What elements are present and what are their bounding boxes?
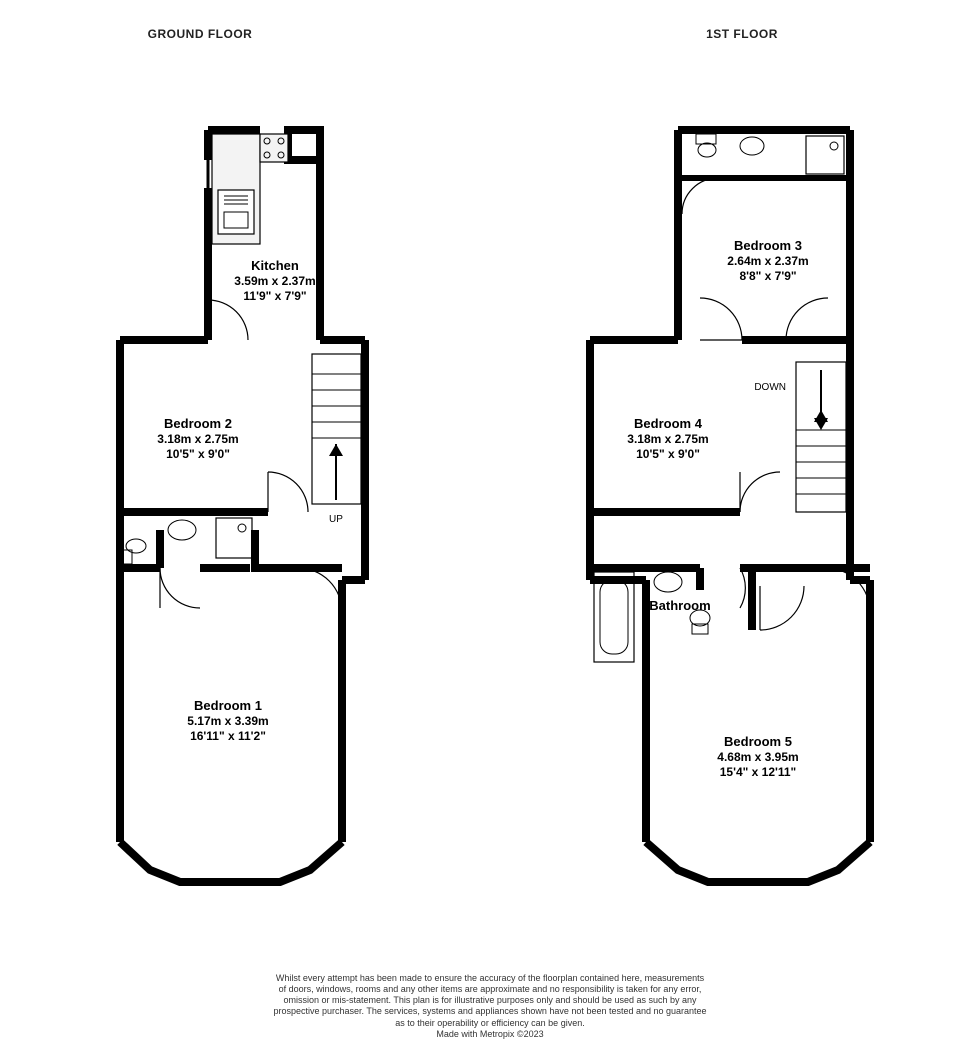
bedroom4-door-arc: [740, 472, 780, 512]
svg-text:15'4" x 12'11": 15'4" x 12'11": [720, 765, 796, 779]
stairs-down-label: DOWN: [754, 382, 786, 393]
shower-icon: [806, 136, 844, 174]
bedroom5-label: Bedroom 5 4.68m x 3.95m 15'4" x 12'11": [717, 734, 798, 779]
svg-text:11'9" x 7'9": 11'9" x 7'9": [243, 289, 306, 303]
basin-icon: [654, 572, 682, 592]
bedroom1-door-arc: [298, 568, 342, 612]
svg-text:Kitchen: Kitchen: [251, 258, 299, 273]
wc-ground: [122, 518, 252, 608]
disclaimer-l4: prospective purchaser. The services, sys…: [273, 1006, 706, 1016]
svg-text:3.59m x 2.37m: 3.59m x 2.37m: [234, 274, 315, 288]
svg-text:10'5" x 9'0": 10'5" x 9'0": [636, 447, 700, 461]
basin-icon: [740, 137, 764, 155]
stairs-down: DOWN: [754, 362, 846, 512]
disclaimer: Whilst every attempt has been made to en…: [0, 973, 980, 1041]
ground-floor-title: GROUND FLOOR: [148, 27, 253, 41]
floorplan-svg: GROUND FLOOR: [0, 0, 980, 1000]
svg-text:Bedroom 2: Bedroom 2: [164, 416, 232, 431]
svg-text:Bedroom 3: Bedroom 3: [734, 238, 802, 253]
first-floor: DOWN Bedroom 3 2.64: [590, 130, 870, 882]
disclaimer-l6: Made with Metropix ©2023: [436, 1029, 543, 1039]
arrow-up-icon: [329, 444, 343, 456]
basin-icon: [168, 520, 196, 540]
svg-text:3.18m x 2.75m: 3.18m x 2.75m: [627, 432, 708, 446]
bedroom2-door-arc: [268, 472, 308, 512]
svg-text:2.64m x 2.37m: 2.64m x 2.37m: [727, 254, 808, 268]
disclaimer-l5: as to their operability or efficiency ca…: [395, 1018, 584, 1028]
svg-text:Bedroom 1: Bedroom 1: [194, 698, 262, 713]
bedroom3-door-arc: [700, 298, 742, 340]
svg-text:Bathroom: Bathroom: [649, 598, 710, 613]
first-floor-title: 1ST FLOOR: [706, 27, 778, 41]
disclaimer-l2: of doors, windows, rooms and any other i…: [279, 984, 702, 994]
bathroom-label: Bathroom: [649, 598, 710, 613]
ground-floor: UP Kitchen 3.59m x 2.37m 1: [120, 130, 365, 882]
stairs-up-label: UP: [329, 514, 343, 525]
svg-text:3.18m x 2.75m: 3.18m x 2.75m: [157, 432, 238, 446]
hob-icon: [260, 134, 288, 162]
stairs-up: UP: [312, 354, 361, 525]
bedroom1-label: Bedroom 1 5.17m x 3.39m 16'11" x 11'2": [187, 698, 268, 743]
floorplan-page: GROUND FLOOR: [0, 0, 980, 1060]
svg-text:Bedroom 5: Bedroom 5: [724, 734, 792, 749]
svg-text:16'11" x 11'2": 16'11" x 11'2": [190, 729, 266, 743]
ensuite-top: [678, 134, 850, 214]
kitchen-door-arc: [208, 300, 248, 340]
kitchen-fixtures: [212, 134, 288, 244]
bedroom5-door-arc: [760, 586, 804, 630]
bedroom3-label: Bedroom 3 2.64m x 2.37m 8'8" x 7'9": [727, 238, 808, 283]
kitchen-label: Kitchen 3.59m x 2.37m 11'9" x 7'9": [234, 258, 315, 303]
disclaimer-l3: omission or mis-statement. This plan is …: [283, 995, 696, 1005]
toilet-icon: [698, 143, 716, 157]
shower-icon: [216, 518, 252, 558]
svg-text:10'5" x 9'0": 10'5" x 9'0": [166, 447, 230, 461]
bedroom2-label: Bedroom 2 3.18m x 2.75m 10'5" x 9'0": [157, 416, 238, 461]
bedroom4-label: Bedroom 4 3.18m x 2.75m 10'5" x 9'0": [627, 416, 708, 461]
svg-text:Bedroom 4: Bedroom 4: [634, 416, 703, 431]
kitchen-cupboard: [288, 130, 320, 160]
disclaimer-l1: Whilst every attempt has been made to en…: [276, 973, 704, 983]
svg-text:4.68m x 3.95m: 4.68m x 3.95m: [717, 750, 798, 764]
svg-text:8'8" x 7'9": 8'8" x 7'9": [739, 269, 796, 283]
svg-text:5.17m x 3.39m: 5.17m x 3.39m: [187, 714, 268, 728]
